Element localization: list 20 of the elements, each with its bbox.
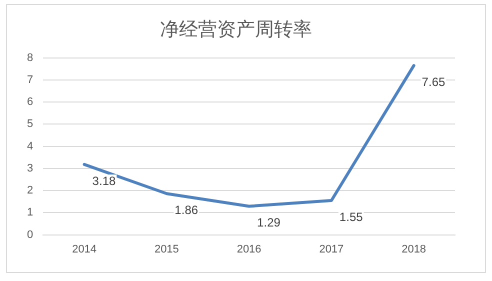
y-tick-label: 2 [26, 184, 34, 197]
y-tick-label: 1 [26, 206, 34, 219]
y-tick-label: 7 [26, 74, 34, 86]
y-tick-label: 3 [26, 162, 34, 174]
data-label: 7.65 [422, 74, 446, 89]
y-tick-label: 4 [26, 140, 34, 152]
y-tick-label: 0 [26, 228, 34, 241]
data-label: 1.55 [339, 210, 364, 224]
x-tick-label: 2015 [154, 243, 179, 256]
y-tick-label: 5 [26, 118, 34, 130]
x-tick-label: 2017 [319, 243, 344, 256]
data-label: 1.86 [174, 202, 198, 217]
x-tick-label: 2016 [236, 243, 262, 256]
y-tick-label: 6 [26, 96, 34, 108]
data-label: 1.29 [257, 216, 281, 230]
x-tick-label: 2014 [72, 243, 97, 256]
chart-title: 净经营资产周转率 [160, 18, 312, 41]
y-tick-label: 8 [26, 52, 34, 64]
data-label: 3.18 [92, 174, 116, 188]
x-tick-label: 2018 [402, 243, 426, 256]
